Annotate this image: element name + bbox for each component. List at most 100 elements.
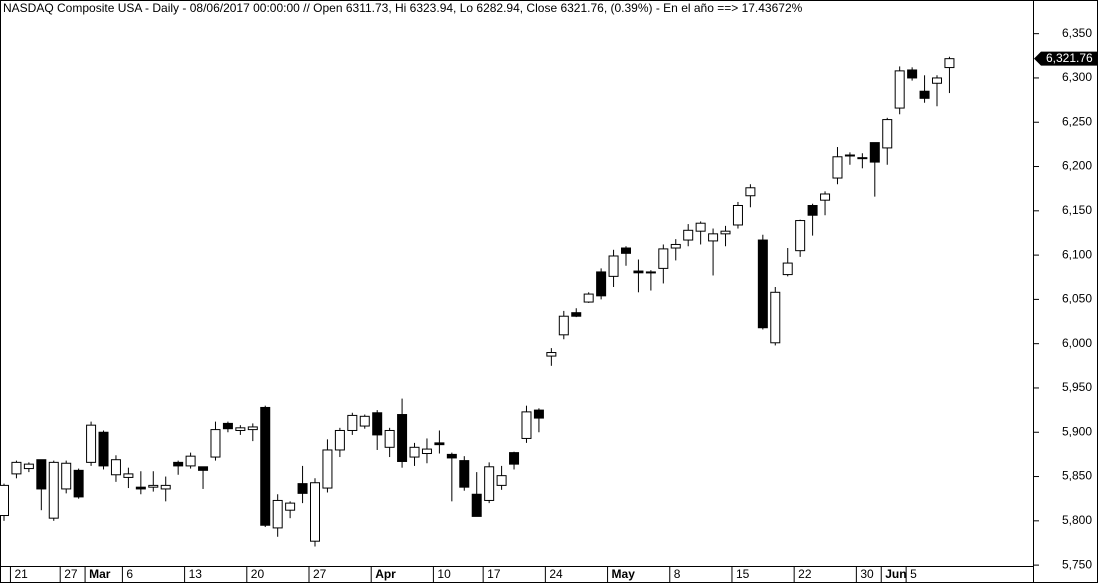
candle-body [0, 484, 9, 517]
candle-body [160, 484, 171, 490]
candle-body [782, 262, 793, 276]
y-tick-label: 6,200 [1062, 159, 1092, 173]
y-tick-label: 6,300 [1062, 70, 1092, 84]
candle-body [509, 452, 520, 465]
candle-body [932, 77, 942, 84]
candle-body [894, 70, 905, 109]
candle-body [882, 119, 893, 149]
candle-body [633, 270, 644, 274]
x-tick-label: 27 [313, 567, 327, 581]
candle-body [645, 271, 656, 274]
candle-body [583, 293, 594, 303]
y-tick-label: 6,050 [1062, 292, 1092, 306]
candle-body [247, 426, 258, 431]
y-tick-label: 6,250 [1062, 114, 1092, 128]
candle-body [869, 142, 880, 163]
x-tick-label: 27 [64, 567, 78, 581]
candle-body [484, 466, 495, 501]
candle-body [820, 193, 831, 201]
candle-body [446, 453, 457, 459]
candle-body [397, 414, 408, 462]
candle-body [359, 415, 370, 427]
candle-body [546, 352, 557, 357]
last-price-label: 6,321.76 [1046, 51, 1093, 65]
candle-body [907, 69, 918, 79]
candle-body [297, 483, 308, 494]
candle-body [61, 462, 72, 490]
candle-body [770, 291, 781, 344]
candle-body [683, 229, 694, 241]
candle-body [844, 154, 855, 157]
candle-body [807, 204, 818, 216]
x-tick-label: 22 [798, 567, 812, 581]
candle-body [621, 247, 631, 254]
candle-body [235, 427, 246, 431]
candle-body [558, 315, 569, 336]
candle-body [334, 429, 345, 451]
x-tick-label: 21 [14, 567, 28, 581]
x-tick-label: 5 [910, 567, 917, 581]
x-tick-label: 13 [189, 567, 203, 581]
y-tick-label: 5,950 [1062, 380, 1092, 394]
candle-body [720, 230, 731, 235]
candle-body [832, 156, 843, 179]
x-tick-label: 17 [487, 567, 501, 581]
candle-body [795, 220, 806, 252]
candle-body [670, 243, 681, 249]
candle-body [434, 442, 445, 446]
candle-body [745, 187, 756, 197]
candle-body [608, 255, 619, 277]
y-tick-label: 6,100 [1062, 247, 1092, 261]
candle-body [23, 463, 34, 470]
candle-body [11, 461, 22, 475]
candle-body [198, 466, 209, 471]
x-tick-label: 20 [251, 567, 265, 581]
x-tick-label: 8 [674, 567, 681, 581]
x-tick-label: 30 [860, 567, 874, 581]
candle-body [409, 446, 420, 458]
y-tick-label: 5,900 [1062, 424, 1092, 438]
y-tick-label: 5,800 [1062, 513, 1092, 527]
candle-body [260, 406, 271, 526]
candle-body [944, 58, 955, 69]
candle-body [36, 459, 47, 490]
y-tick-label: 5,750 [1062, 557, 1092, 571]
candle-body [757, 239, 768, 329]
candle-body [708, 233, 719, 242]
candle-body [48, 461, 59, 519]
y-tick-label: 6,150 [1062, 203, 1092, 217]
last-price-marker [1034, 51, 1098, 66]
candle-body [123, 473, 134, 478]
candle-body [521, 411, 532, 439]
candle-body [322, 449, 333, 489]
x-tick-label: Mar [89, 567, 111, 581]
candle-body [185, 455, 196, 467]
candle-body [73, 469, 84, 498]
candle-body [919, 90, 930, 99]
candle-body [135, 486, 146, 490]
candle-body [732, 204, 743, 226]
candle-body [421, 448, 432, 455]
x-tick-label: May [612, 567, 636, 581]
y-tick-label: 6,000 [1062, 336, 1092, 350]
candle-body [571, 312, 582, 317]
candle-body [459, 460, 470, 488]
candle-body [372, 412, 383, 436]
x-tick-label: Jun [885, 567, 906, 581]
candle-body [310, 482, 320, 542]
candle-body [857, 157, 868, 160]
candle-body [110, 459, 121, 476]
candle-body [471, 493, 482, 517]
y-tick-label: 5,850 [1062, 469, 1092, 483]
candle-body [658, 248, 669, 269]
candle-body [98, 431, 109, 467]
x-tick-label: 6 [126, 567, 133, 581]
candle-body [148, 484, 159, 488]
x-tick-label: 24 [549, 567, 563, 581]
candle-body [596, 271, 607, 297]
x-tick-label: 10 [437, 567, 451, 581]
x-tick-label: Apr [375, 567, 396, 581]
chart-title: NASDAQ Composite USA - Daily - 08/06/201… [3, 1, 803, 15]
